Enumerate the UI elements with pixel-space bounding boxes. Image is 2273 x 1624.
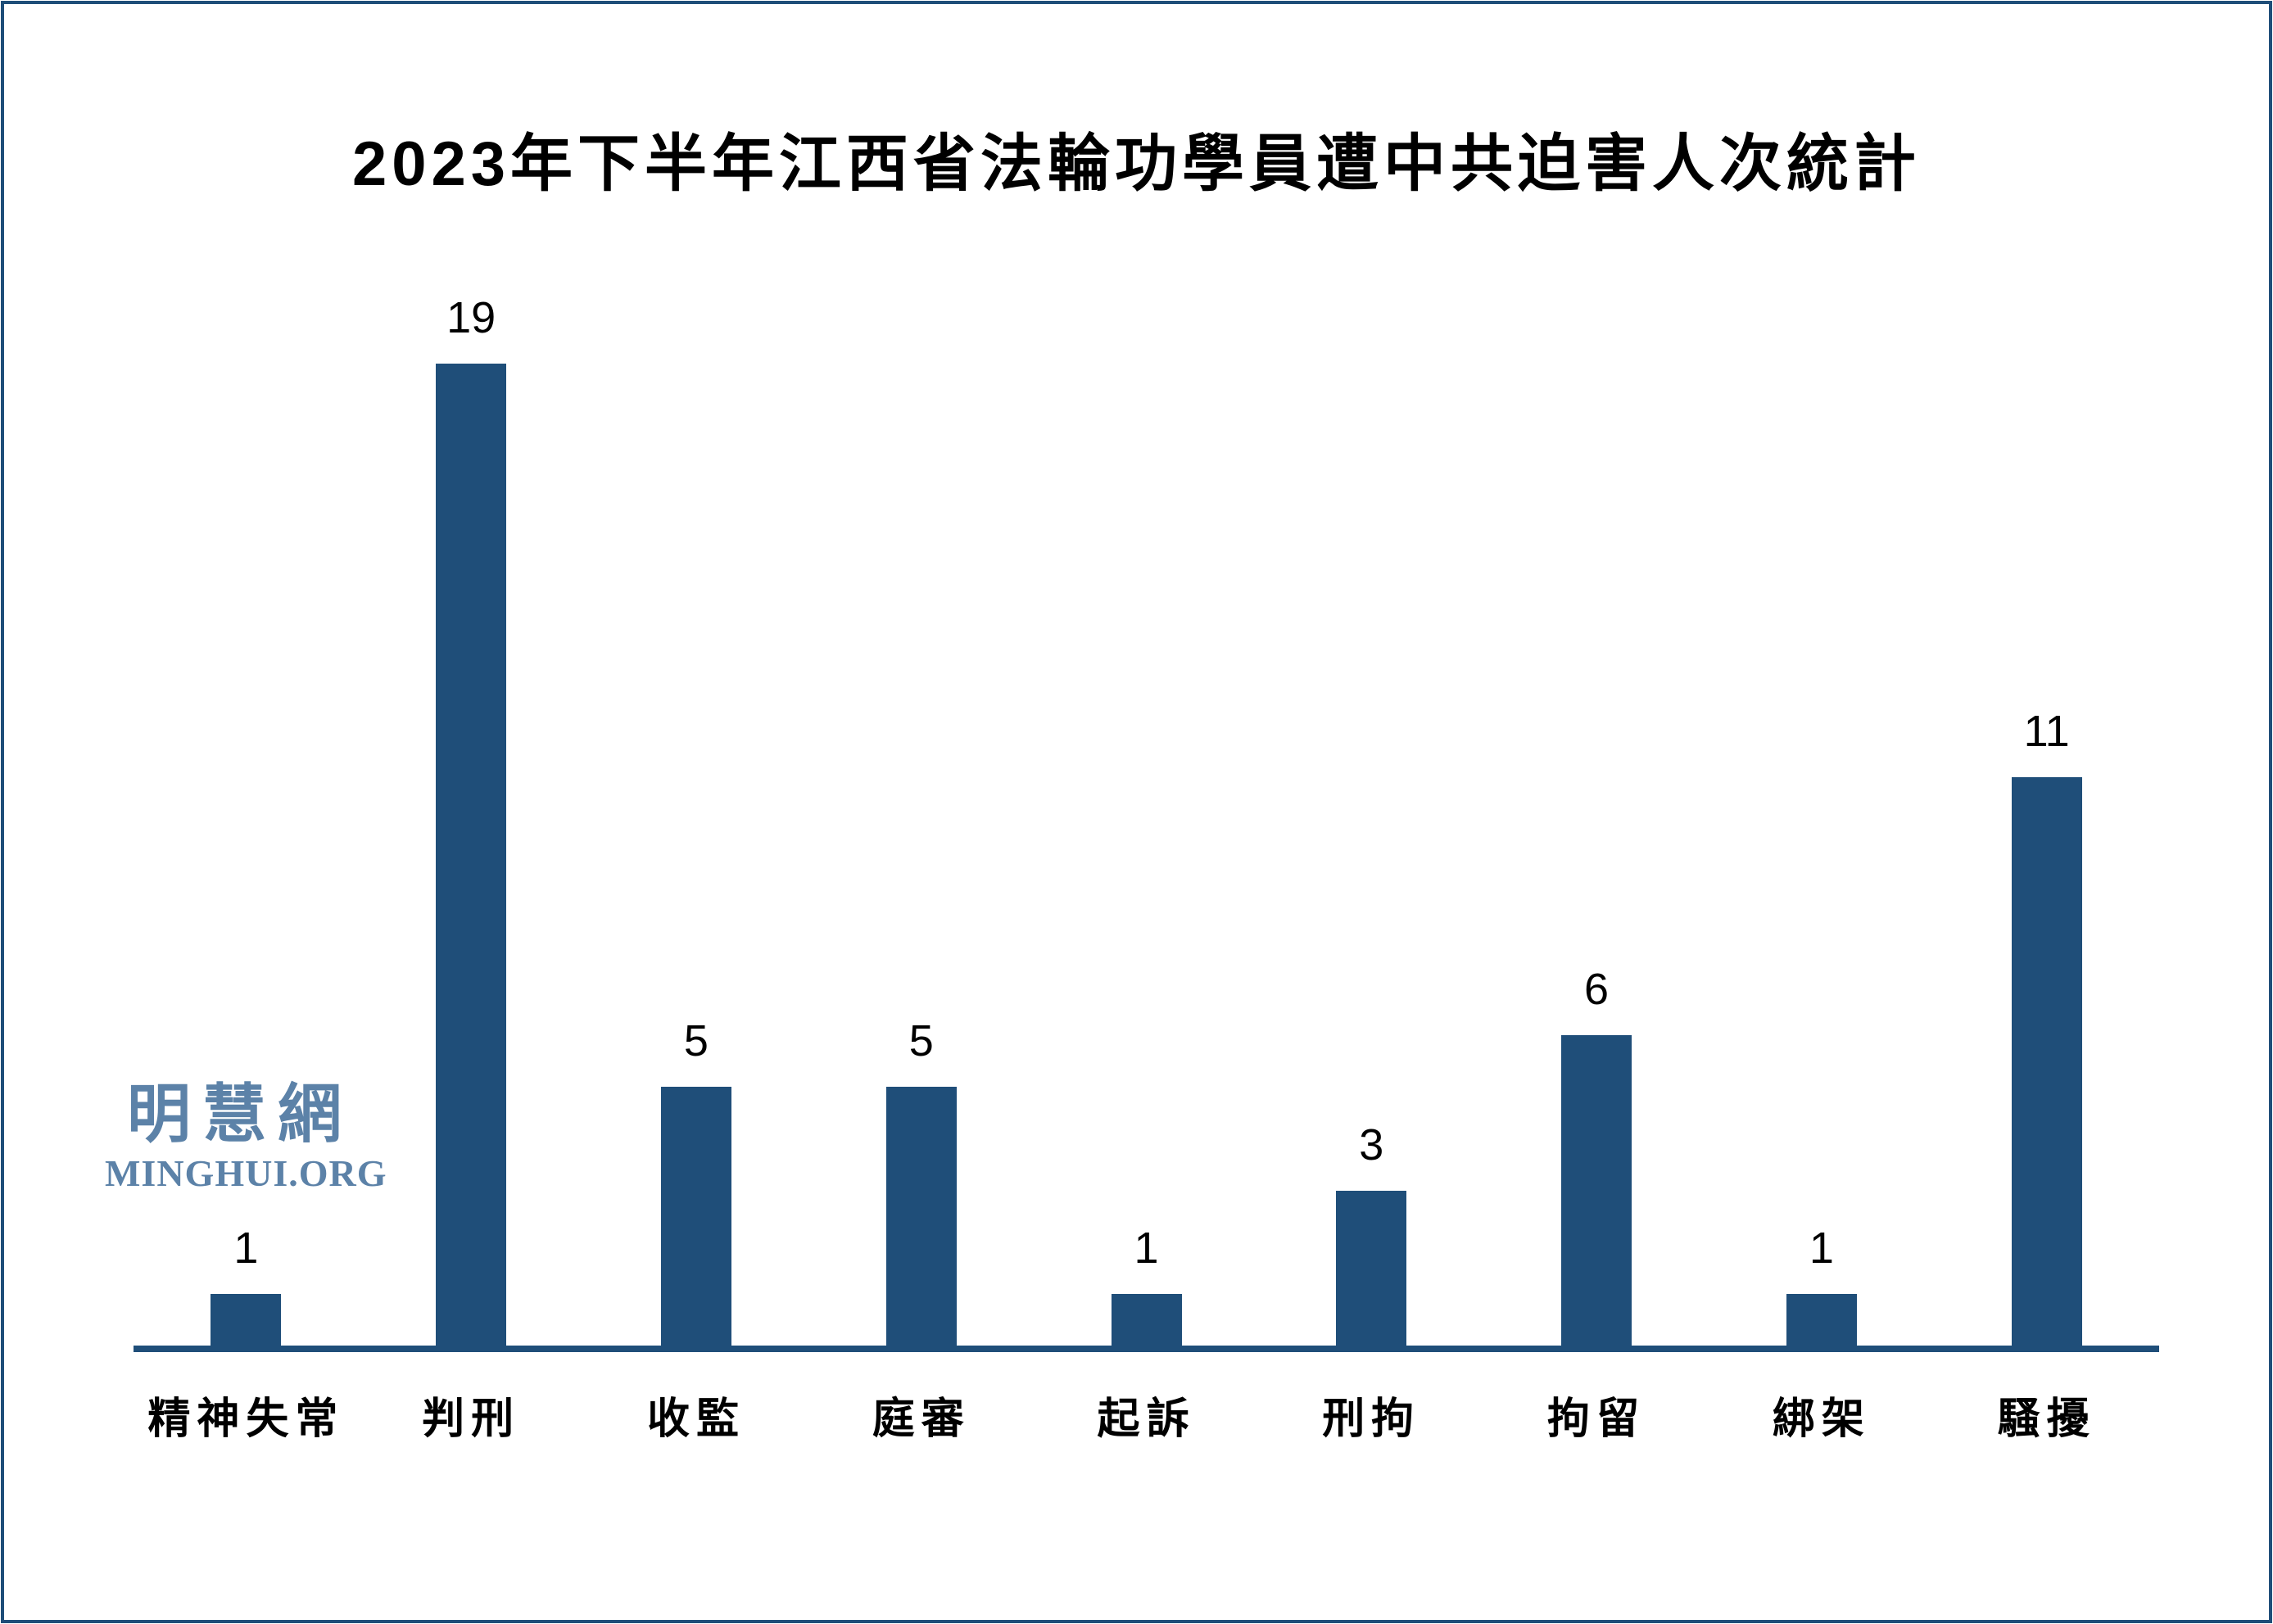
x-axis-line [134, 1346, 2159, 1352]
bar-value-label: 19 [446, 292, 496, 342]
category-row: 精神失常 判刑 收監 庭審 起訴 刑拘 拘留 綁架 騷擾 [134, 1384, 2159, 1445]
bar-column: 1 [1034, 270, 1259, 1346]
category-label: 精神失常 [147, 1396, 345, 1443]
bar-value-label: 1 [1134, 1223, 1159, 1273]
minghui-logo: 明慧網 MINGHUI.ORG [105, 1078, 387, 1195]
category-label: 騷擾 [1997, 1396, 2096, 1443]
category-label: 庭審 [872, 1396, 971, 1443]
bar-column: 3 [1259, 270, 1484, 1346]
bar-value-label: 5 [683, 1016, 709, 1065]
bar-column: 1 [1709, 270, 1934, 1346]
bar-column: 5 [808, 270, 1034, 1346]
minghui-logo-chinese-text: 明慧網 [126, 1078, 353, 1150]
bar-value-label: 11 [2023, 706, 2070, 756]
bar [1786, 1294, 1857, 1346]
category-label: 收監 [646, 1396, 745, 1443]
bar [885, 1087, 957, 1346]
bar [660, 1087, 731, 1346]
bar-column: 5 [584, 270, 809, 1346]
category-label: 綁架 [1772, 1396, 1871, 1443]
bar-value-label: 5 [908, 1016, 934, 1065]
bar [1336, 1191, 1407, 1346]
bar-column: 6 [1484, 270, 1709, 1346]
category-label: 拘留 [1547, 1396, 1646, 1443]
bar-column: 19 [359, 270, 584, 1346]
bar-column: 11 [1934, 270, 2159, 1346]
minghui-logo-url-text: MINGHUI.ORG [105, 1151, 387, 1194]
bar-value-label: 1 [233, 1223, 259, 1273]
chart-title: 2023年下半年江西省法輪功學員遭中共迫害人次統計 [351, 129, 1922, 199]
bar-value-label: 6 [1584, 964, 1610, 1014]
category-label: 起訴 [1097, 1396, 1196, 1443]
bar-value-label: 3 [1359, 1120, 1384, 1169]
category-label: 判刑 [422, 1396, 521, 1443]
category-label: 刑拘 [1322, 1396, 1421, 1443]
bar [2011, 777, 2082, 1346]
bar [1111, 1294, 1182, 1346]
bar [211, 1294, 282, 1346]
bar-value-label: 1 [1809, 1223, 1834, 1273]
bar [1561, 1035, 1632, 1346]
bar-column: 1 [134, 270, 359, 1346]
chart-plot: 1 19 5 5 1 3 6 1 11 [134, 270, 2159, 1346]
bar [436, 364, 507, 1346]
